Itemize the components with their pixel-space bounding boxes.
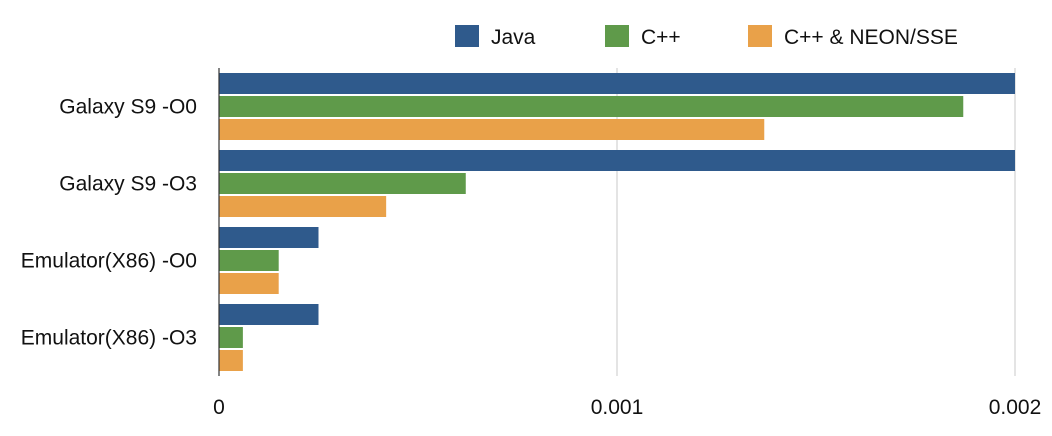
bar-java-galaxy-s9-o3 bbox=[219, 150, 1015, 171]
x-tick-label-0-002: 0.002 bbox=[989, 396, 1042, 419]
legend-label-c-neon-sse: C++ & NEON/SSE bbox=[784, 26, 958, 49]
bar-c-galaxy-s9-o3 bbox=[219, 173, 466, 194]
legend-swatch-c bbox=[605, 25, 629, 47]
x-tick-label-0-001: 0.001 bbox=[591, 396, 644, 419]
legend-label-c: C++ bbox=[641, 26, 681, 49]
bars bbox=[219, 73, 1015, 371]
x-tick-labels: 0 0.001 0.002 bbox=[213, 396, 1041, 419]
bar-c-galaxy-s9-o0 bbox=[219, 96, 964, 117]
bar-c-neon-sse-galaxy-s9-o3 bbox=[219, 196, 387, 217]
bar-c-neon-sse-emulator-x86-o0 bbox=[219, 273, 279, 294]
legend-swatch-c-neon-sse bbox=[748, 25, 772, 47]
category-label-galaxy-s9-o3: Galaxy S9 -O3 bbox=[59, 173, 197, 196]
legend-swatch-java bbox=[455, 25, 479, 47]
bar-java-emulator-x86-o0 bbox=[219, 227, 319, 248]
bar-c-emulator-x86-o0 bbox=[219, 250, 279, 271]
legend: Java C++ C++ & NEON/SSE bbox=[455, 25, 958, 49]
bar-c-emulator-x86-o3 bbox=[219, 327, 243, 348]
x-tick-label-0: 0 bbox=[213, 396, 225, 419]
legend-label-java: Java bbox=[491, 26, 536, 49]
category-label-emulator-x86-o0: Emulator(X86) -O0 bbox=[21, 250, 197, 273]
category-label-galaxy-s9-o0: Galaxy S9 -O0 bbox=[59, 96, 197, 119]
category-label-emulator-x86-o3: Emulator(X86) -O3 bbox=[21, 327, 197, 350]
bar-c-neon-sse-emulator-x86-o3 bbox=[219, 350, 243, 371]
bar-c-neon-sse-galaxy-s9-o0 bbox=[219, 119, 765, 140]
bar-java-galaxy-s9-o0 bbox=[219, 73, 1015, 94]
bar-java-emulator-x86-o3 bbox=[219, 304, 319, 325]
category-labels: Galaxy S9 -O0 Galaxy S9 -O3 Emulator(X86) … bbox=[21, 96, 197, 350]
